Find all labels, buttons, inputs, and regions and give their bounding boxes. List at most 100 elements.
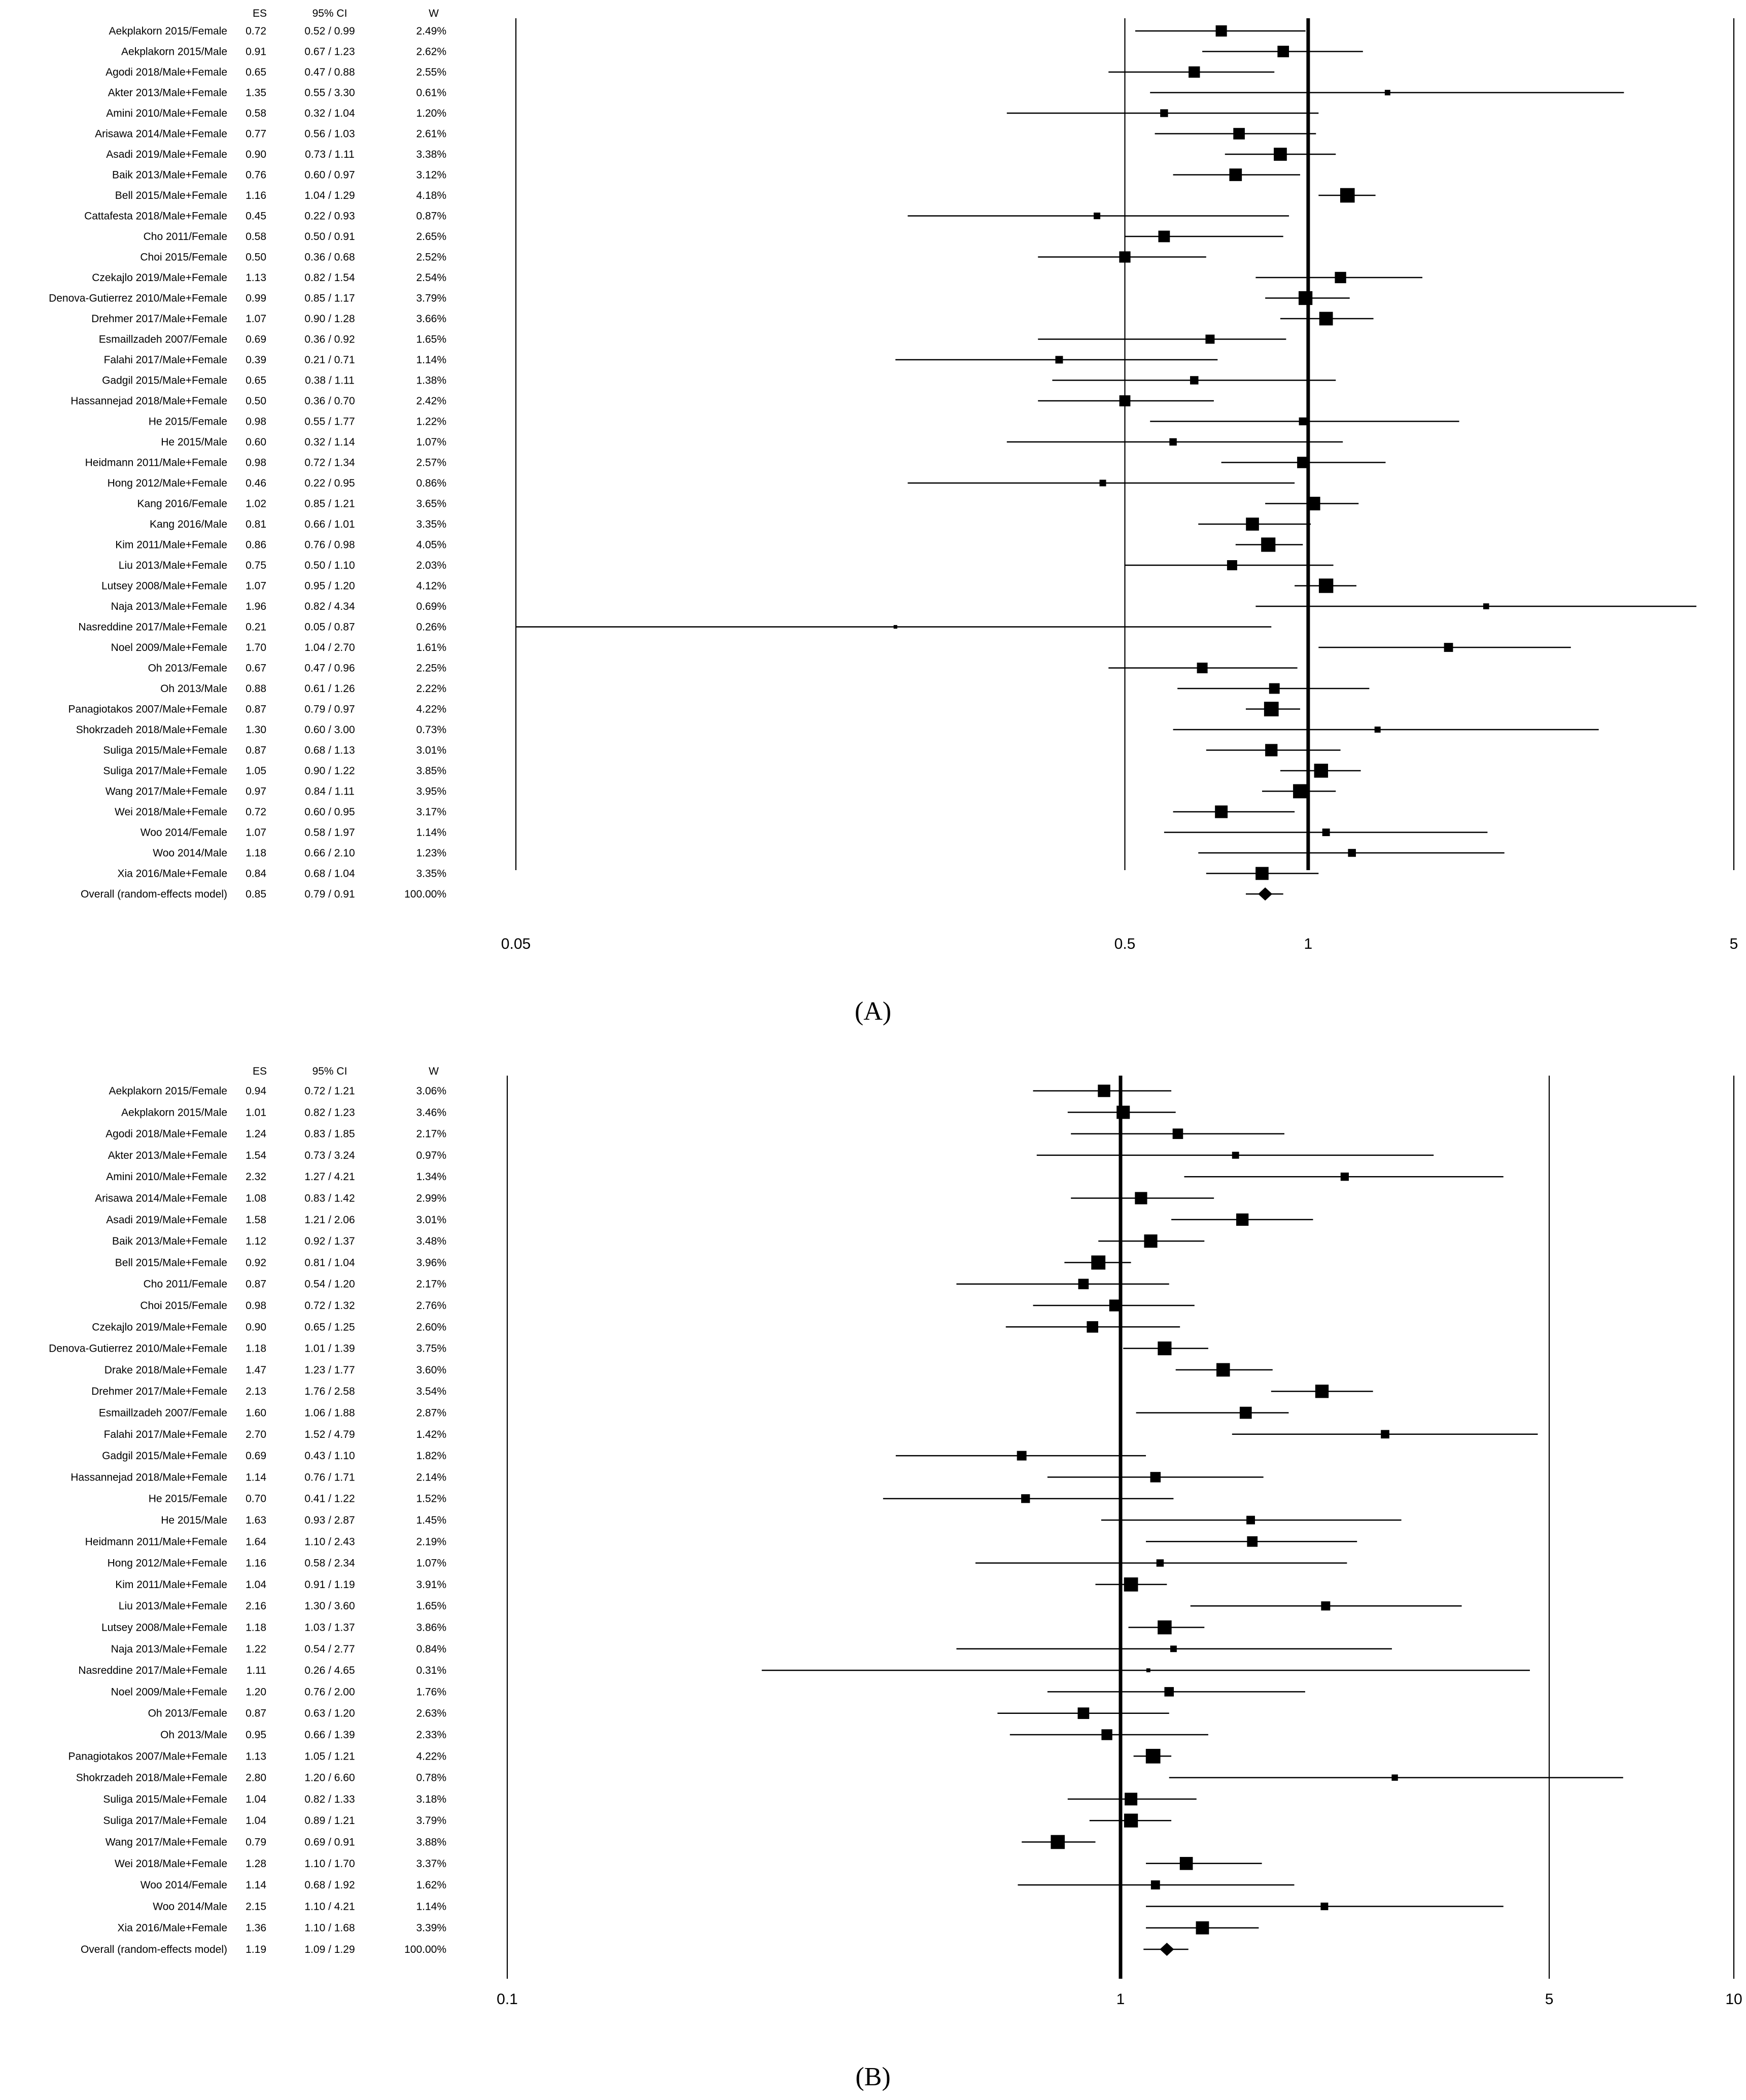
effect-size-value: 1.18 (246, 1622, 266, 1634)
weight-value: 1.20% (416, 108, 446, 119)
effect-size-value: 0.91 (246, 46, 266, 58)
confidence-interval-value: 0.61 / 1.26 (304, 683, 355, 695)
effect-size-marker (1277, 46, 1289, 57)
effect-size-value: 1.60 (246, 1407, 266, 1419)
effect-size-value: 1.14 (246, 1471, 266, 1483)
confidence-interval-value: 0.76 / 0.98 (304, 539, 355, 551)
weight-value: 3.06% (416, 1085, 446, 1097)
confidence-interval-value: 1.21 / 2.06 (304, 1214, 355, 1226)
x-tick-label: 10 (1725, 1991, 1742, 2008)
effect-size-value: 2.32 (246, 1171, 266, 1183)
weight-value: 1.14% (416, 354, 446, 366)
confidence-interval-value: 1.27 / 4.21 (304, 1171, 355, 1183)
study-label: Heidmann 2011/Male+Female (85, 457, 227, 469)
effect-size-marker (1340, 1173, 1349, 1181)
effect-size-marker (1017, 1451, 1027, 1461)
study-label: Aekplakorn 2015/Male (121, 46, 227, 58)
study-label: Xia 2016/Male+Female (117, 1922, 227, 1934)
confidence-interval-value: 0.43 / 1.10 (304, 1450, 355, 1462)
confidence-interval-value: 0.85 / 1.21 (304, 498, 355, 510)
confidence-interval-value: 0.36 / 0.92 (304, 334, 355, 346)
forest-panel-a: ES 95% CI W 0.05 0.5 1 5 Aekplakorn 2015/Female… (49, 8, 1738, 1026)
confidence-interval-value: 0.95 / 1.20 (304, 580, 355, 592)
confidence-interval-value: 0.66 / 1.01 (304, 519, 355, 530)
confidence-interval-value: 0.89 / 1.21 (304, 1815, 355, 1827)
effect-size-value: 1.05 (246, 765, 266, 777)
weight-value: 4.05% (416, 539, 446, 551)
effect-size-marker (1348, 849, 1356, 857)
weight-value: 2.19% (416, 1536, 446, 1547)
effect-size-marker (1170, 1645, 1177, 1653)
effect-size-marker (1247, 1536, 1258, 1547)
weight-value: 2.76% (416, 1300, 446, 1312)
effect-size-value: 0.94 (246, 1085, 266, 1097)
weight-value: 1.14% (416, 827, 446, 839)
weight-value: 3.12% (416, 169, 446, 181)
confidence-interval-value: 0.72 / 1.21 (304, 1085, 355, 1097)
effect-size-marker (1274, 148, 1287, 161)
effect-size-value: 2.13 (246, 1386, 266, 1397)
effect-size-marker (1384, 90, 1390, 95)
study-label: Suliga 2017/Male+Female (103, 765, 227, 777)
study-label: Heidmann 2011/Male+Female (85, 1536, 227, 1547)
study-label: Wang 2017/Male+Female (106, 1837, 227, 1848)
effect-size-marker (1160, 109, 1168, 117)
study-label: Oh 2013/Female (148, 663, 227, 674)
confidence-interval-value: 0.68 / 1.04 (304, 868, 355, 880)
effect-size-marker (1293, 784, 1307, 799)
effect-size-marker (1255, 867, 1269, 880)
effect-size-value: 0.88 (246, 683, 266, 695)
weight-value: 1.65% (416, 334, 446, 346)
study-label: Akter 2013/Male+Female (108, 87, 227, 99)
confidence-interval-value: 0.83 / 1.85 (304, 1128, 355, 1140)
effect-size-value: 1.64 (246, 1536, 266, 1547)
effect-size-value: 0.84 (246, 868, 266, 880)
study-label: Cattafesta 2018/Male+Female (84, 211, 227, 222)
x-tick-label: 1 (1116, 1991, 1125, 2008)
effect-size-marker (1320, 1902, 1329, 1910)
study-label: Oh 2013/Male (160, 1729, 227, 1741)
study-label: Asadi 2019/Male+Female (106, 149, 227, 160)
study-label: Esmaillzadeh 2007/Female (99, 1407, 227, 1419)
weight-value: 1.38% (416, 375, 446, 387)
confidence-interval-value: 1.03 / 1.37 (304, 1622, 355, 1634)
overall-label: Overall (random-effects model) (81, 1944, 227, 1955)
effect-size-marker (1269, 683, 1280, 694)
column-header-w: W (429, 8, 439, 19)
confidence-interval-value: 1.76 / 2.58 (304, 1386, 355, 1397)
effect-size-value: 0.87 (246, 1279, 266, 1290)
confidence-interval-value: 0.81 / 1.04 (304, 1257, 355, 1268)
confidence-interval-value: 0.82 / 1.23 (304, 1107, 355, 1118)
effect-size-marker (1261, 537, 1276, 552)
effect-size-marker (1246, 518, 1259, 531)
confidence-interval-value: 0.41 / 1.22 (304, 1493, 355, 1505)
effect-size-value: 0.60 (246, 436, 266, 448)
effect-size-value: 1.07 (246, 313, 266, 325)
weight-value: 3.95% (416, 786, 446, 798)
effect-size-value: 1.04 (246, 1579, 266, 1591)
effect-size-marker (1381, 1430, 1389, 1439)
study-label: Wei 2018/Male+Female (115, 806, 227, 818)
effect-size-value: 1.07 (246, 827, 266, 839)
effect-size-value: 1.13 (246, 1750, 266, 1762)
effect-size-marker (1087, 1321, 1098, 1333)
effect-size-marker (1233, 128, 1245, 140)
confidence-interval-value: 1.04 / 2.70 (304, 642, 355, 653)
effect-size-marker (1190, 376, 1199, 385)
effect-size-marker (1158, 1620, 1172, 1635)
weight-value: 3.48% (416, 1235, 446, 1247)
effect-size-value: 1.01 (246, 1107, 266, 1118)
effect-size-value: 1.35 (246, 87, 266, 99)
weight-value: 1.14% (416, 1901, 446, 1912)
confidence-interval-value: 0.82 / 1.33 (304, 1794, 355, 1805)
confidence-interval-value: 0.79 / 0.97 (304, 704, 355, 715)
effect-size-value: 0.76 (246, 169, 266, 181)
study-label: Aekplakorn 2015/Male (121, 1107, 227, 1118)
confidence-interval-value: 0.85 / 1.17 (304, 293, 355, 304)
confidence-interval-value: 0.68 / 1.13 (304, 745, 355, 756)
weight-value: 3.66% (416, 313, 446, 325)
study-label: Suliga 2017/Male+Female (103, 1815, 227, 1827)
weight-value: 0.87% (416, 211, 446, 222)
effect-size-marker (1232, 1152, 1239, 1159)
effect-size-value: 0.90 (246, 149, 266, 160)
